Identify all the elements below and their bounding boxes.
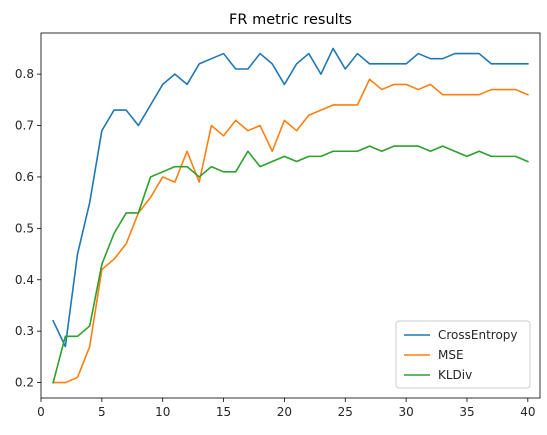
y-tick-label: 0.5	[15, 221, 34, 235]
series-line-kldiv	[52, 145, 529, 384]
legend-label-kldiv: KLDiv	[438, 368, 472, 382]
y-tick-label: 0.4	[15, 273, 34, 287]
plot-lines	[52, 47, 529, 384]
y-tick-label: 0.7	[15, 119, 34, 133]
series-line-crossentropy	[52, 47, 529, 348]
y-tick-label: 0.2	[15, 376, 34, 390]
legend-box	[395, 320, 531, 389]
x-tick-label: 0	[37, 405, 45, 419]
x-tick-label: 40	[520, 405, 535, 419]
y-tick-label: 0.8	[15, 67, 34, 81]
y-axis: 0.2 0.3 0.4 0.5 0.6 0.7 0.8	[15, 67, 41, 390]
y-tick-label: 0.3	[15, 324, 34, 338]
x-tick-label: 30	[398, 405, 413, 419]
x-tick-label: 15	[216, 405, 231, 419]
x-axis: 0 5 10 15 20 25 30 35 40	[37, 398, 535, 419]
series-line-mse	[52, 78, 529, 384]
x-tick-label: 5	[98, 405, 106, 419]
axes-frame	[40, 32, 541, 399]
legend-label-crossentropy: CrossEntropy	[438, 328, 518, 342]
x-tick-label: 20	[277, 405, 292, 419]
x-tick-label: 25	[338, 405, 353, 419]
legend-label-mse: MSE	[438, 348, 464, 362]
chart-title: FR metric results	[229, 12, 352, 28]
y-tick-label: 0.6	[15, 170, 34, 184]
axes-border	[40, 32, 541, 399]
legend: CrossEntropy MSE KLDiv	[395, 320, 531, 389]
x-tick-label: 10	[155, 405, 170, 419]
x-tick-label: 35	[459, 405, 474, 419]
